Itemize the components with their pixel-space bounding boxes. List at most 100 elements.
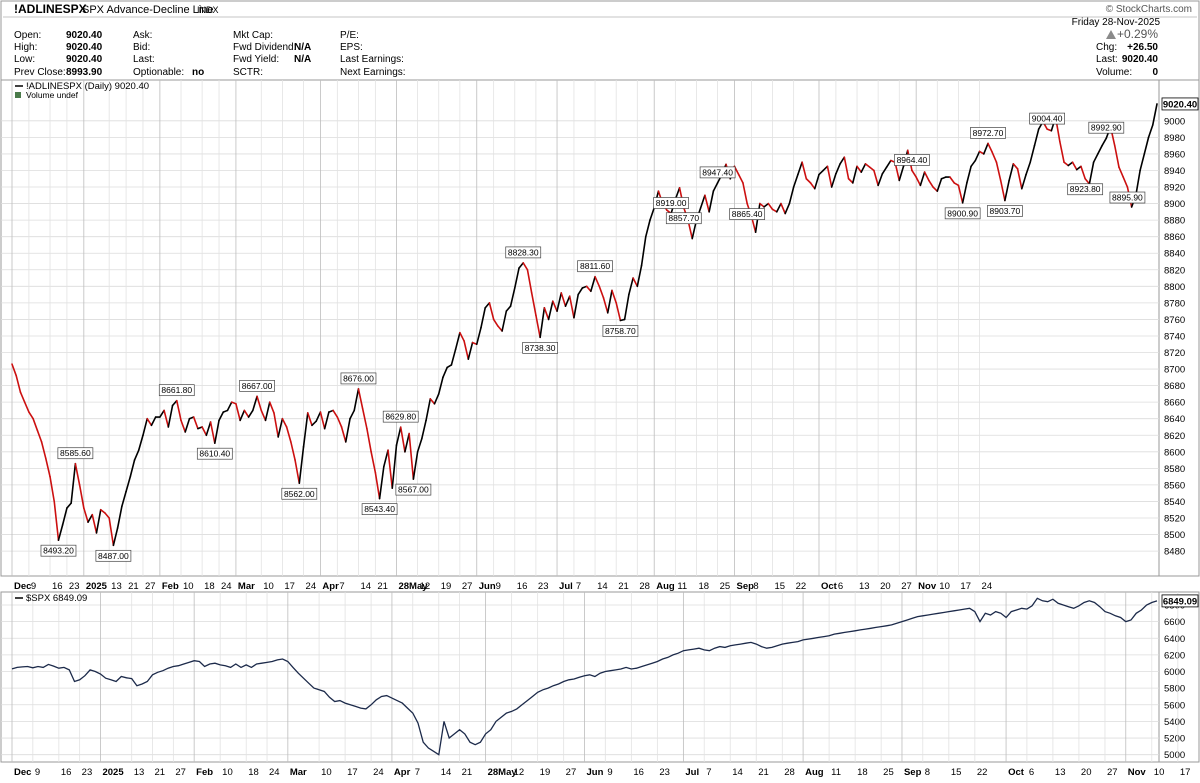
series-segment [737, 173, 744, 184]
annotation-box [340, 372, 377, 385]
series-segment [336, 416, 343, 428]
series-segment [991, 151, 998, 163]
x-tick-label: 28May [398, 581, 428, 592]
series-segment [885, 159, 892, 168]
series-segment [108, 517, 115, 547]
series-segment [644, 219, 651, 238]
series-segment [839, 156, 846, 165]
y-tick-label: 8760 [1164, 315, 1185, 326]
y-tick-label: 8820 [1164, 265, 1185, 276]
annotation-label: 8972.70 [973, 128, 1004, 138]
series-segment [180, 419, 187, 433]
series-segment [344, 417, 351, 443]
series-segment [830, 172, 837, 188]
x-tick-label: 6 [838, 581, 843, 592]
series-segment [159, 409, 165, 418]
quote-left-label: High: [14, 42, 37, 53]
series-segment [987, 142, 994, 154]
series-segment [712, 182, 719, 192]
y-tick-label: 8940 [1164, 166, 1185, 177]
series-segment [1135, 169, 1141, 197]
quote-mid-value: no [192, 67, 204, 78]
annotation-label: 8919.00 [656, 198, 687, 208]
series-segment [488, 302, 495, 321]
series-segment [497, 325, 503, 332]
series-segment [615, 302, 622, 322]
quote-left-label: Open: [14, 30, 41, 41]
series-segment [598, 285, 605, 299]
series-segment [408, 432, 415, 480]
series-segment [1063, 161, 1070, 167]
x-tick-label: 17 [1180, 767, 1191, 778]
x-tick-label: 15 [775, 581, 786, 592]
annotation-label: 8738.30 [525, 343, 556, 353]
x-tick-label: Jul [559, 581, 573, 592]
y-tick-label: 8980 [1164, 133, 1185, 144]
quote-left-value: 9020.40 [66, 30, 103, 41]
series-segment [1080, 165, 1086, 180]
annotation-label: 8487.00 [98, 551, 129, 561]
series-segment [125, 475, 132, 493]
annotation-label: 8964.40 [897, 155, 928, 165]
series-segment [171, 399, 178, 407]
series-segment [699, 194, 706, 209]
x-tick-label: 23 [659, 767, 670, 778]
x-tick-label: 25 [720, 581, 731, 592]
quote-right-value: +26.50 [1127, 42, 1158, 53]
x-tick-label: 12 [514, 767, 525, 778]
series-segment [391, 444, 398, 490]
series-segment [851, 165, 858, 184]
series-segment [1088, 161, 1095, 185]
quote-right-value: 0 [1152, 67, 1158, 78]
x-tick-label: 28 [784, 767, 795, 778]
annotation-label: 8567.00 [398, 485, 429, 495]
x-tick-label: 24 [306, 581, 317, 592]
series-segment [19, 391, 26, 403]
quote-mid-label: Ask: [133, 30, 152, 41]
annotation-label: 8865.40 [732, 209, 763, 219]
x-tick-label: Jul [685, 767, 699, 778]
x-tick-label: 24 [373, 767, 384, 778]
series-segment [298, 446, 305, 485]
series-segment [919, 171, 926, 187]
series-segment [235, 403, 241, 422]
series-segment [374, 471, 381, 500]
series-segment [640, 235, 647, 267]
annotation-label: 8903.70 [990, 206, 1021, 216]
series-segment [742, 182, 748, 205]
series-segment [835, 163, 841, 175]
x-tick-label: 19 [540, 767, 551, 778]
series-segment [175, 399, 182, 422]
y-tick-label: 8620 [1164, 431, 1185, 442]
annotation-label: 8661.80 [161, 385, 192, 395]
series-segment [205, 421, 212, 437]
series-segment [767, 202, 774, 211]
series-segment [628, 277, 634, 296]
series-segment [454, 331, 461, 351]
series-segment [932, 186, 939, 192]
y-tick-label: 8640 [1164, 414, 1185, 425]
series-segment [243, 409, 250, 418]
last-value-tag [1161, 97, 1199, 111]
series-segment [564, 295, 571, 307]
annotation-box [653, 197, 689, 209]
annotation-box [239, 380, 275, 392]
series-segment [1075, 165, 1082, 171]
series-segment [370, 451, 377, 474]
series-segment [995, 161, 1002, 182]
x-tick-label: Apr [322, 581, 339, 592]
series-segment [1071, 161, 1078, 171]
y-tick-label: 8740 [1164, 331, 1185, 342]
series-segment [399, 426, 406, 453]
series-segment [290, 441, 296, 461]
y-tick-label: 8580 [1164, 464, 1185, 475]
x-tick-label: 9 [31, 581, 36, 592]
series-segment [218, 411, 225, 422]
series-segment [319, 411, 326, 430]
series-segment [61, 507, 68, 526]
series-segment [801, 161, 808, 180]
series-segment [513, 267, 520, 289]
series-segment [66, 502, 72, 509]
annotation-label: 8676.00 [343, 373, 374, 383]
